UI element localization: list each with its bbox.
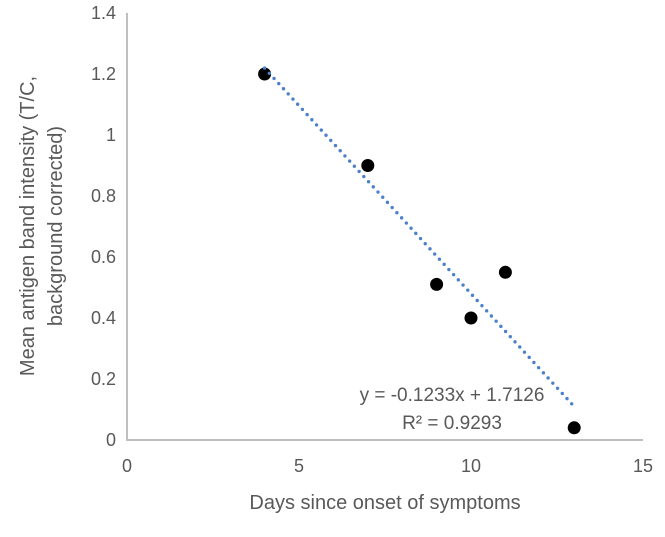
y-tick-label: 1.2 [90,64,116,84]
trendline-r-squared: R² = 0.9293 [402,413,502,434]
y-tick-label: 0.8 [90,186,116,206]
data-point-marker [567,421,581,435]
trendline-equation: y = -0.1233x + 1.7126 [359,385,545,406]
data-point-marker [258,67,272,81]
x-tick-label: 10 [460,456,482,476]
y-tick-label: 1 [105,125,116,145]
data-point-marker [430,277,444,291]
x-tick-label: 5 [293,456,305,476]
trendline [262,66,576,409]
data-point-marker [498,265,512,279]
x-tick-label: 0 [121,456,133,476]
y-tick-label: 0.4 [90,308,116,328]
trendline-annotation: y = -0.1233x + 1.7126 R² = 0.9293 [330,382,574,438]
data-point-marker [464,311,478,325]
y-tick-label: 0 [105,430,116,450]
y-tick-label: 0.2 [90,369,116,389]
y-tick-label: 0.6 [90,247,116,267]
x-axis-title: Days since onset of symptoms [249,492,521,514]
x-tick-label: 15 [632,456,654,476]
data-point-marker [361,159,375,172]
y-tick-label: 1.4 [90,3,116,23]
